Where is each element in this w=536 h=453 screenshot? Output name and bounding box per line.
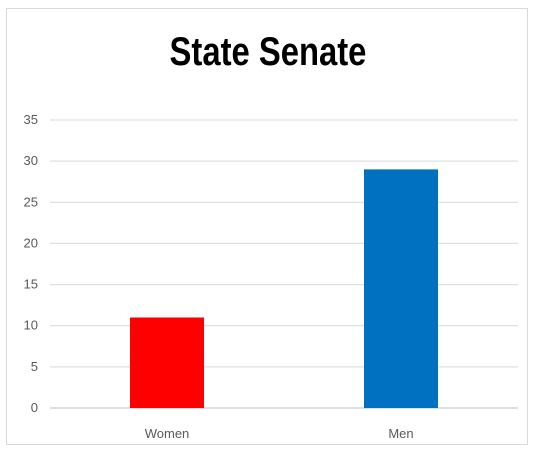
- y-tick-label: 20: [24, 235, 38, 250]
- y-tick-label: 30: [24, 153, 38, 168]
- bar-men: [364, 169, 438, 408]
- x-category-label: Men: [388, 426, 413, 441]
- y-tick-label: 0: [31, 400, 38, 415]
- y-tick-label: 5: [31, 359, 38, 374]
- y-tick-label: 15: [24, 277, 38, 292]
- chart-title: State Senate: [169, 30, 367, 74]
- y-tick-label: 25: [24, 194, 38, 209]
- x-category-label: Women: [145, 426, 190, 441]
- y-tick-label: 35: [24, 112, 38, 127]
- chart-frame: [6, 8, 528, 445]
- y-tick-label: 10: [24, 318, 38, 333]
- bar-women: [130, 317, 204, 408]
